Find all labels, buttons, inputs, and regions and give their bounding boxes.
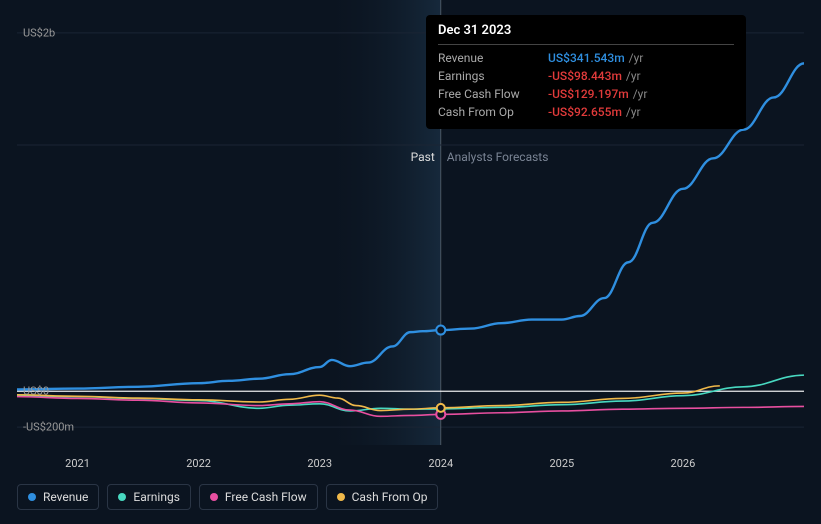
tooltip-row-value: -US$98.443m: [548, 69, 622, 83]
chart-legend: Revenue Earnings Free Cash Flow Cash From O…: [17, 484, 438, 510]
chart-tooltip: Dec 31 2023 RevenueUS$341.543m/yrEarning…: [426, 15, 746, 129]
tooltip-row-value: -US$129.197m: [548, 87, 629, 101]
marker-revenue: [436, 326, 445, 335]
legend-item-earnings[interactable]: Earnings: [107, 484, 191, 510]
tooltip-row-unit: /yr: [633, 87, 648, 101]
x-tick-label: 2021: [65, 457, 90, 470]
tooltip-date: Dec 31 2023: [438, 23, 734, 45]
legend-item-label: Free Cash Flow: [225, 490, 307, 504]
tooltip-row-label: Cash From Op: [438, 105, 548, 119]
forecast-label: Analysts Forecasts: [447, 150, 549, 164]
tooltip-row-label: Free Cash Flow: [438, 87, 548, 101]
legend-item-label: Earnings: [133, 490, 180, 504]
legend-item-label: Revenue: [43, 490, 88, 504]
tooltip-row: Cash From Op-US$92.655m/yr: [438, 103, 734, 121]
legend-item-revenue[interactable]: Revenue: [17, 484, 99, 510]
x-tick-label: 2022: [186, 457, 211, 470]
x-tick-label: 2023: [307, 457, 332, 470]
legend-dot-icon: [337, 493, 345, 501]
tooltip-row-value: US$341.543m: [548, 51, 625, 65]
y-tick-label: -US$200m: [23, 421, 74, 434]
x-tick-label: 2026: [671, 457, 696, 470]
past-label: Past: [411, 150, 435, 164]
marker-cfo: [437, 404, 445, 412]
legend-item-cfo[interactable]: Cash From Op: [326, 484, 439, 510]
tooltip-row-unit: /yr: [626, 69, 641, 83]
tooltip-row-value: -US$92.655m: [548, 105, 622, 119]
tooltip-row-label: Revenue: [438, 51, 548, 65]
legend-item-label: Cash From Op: [352, 490, 428, 504]
tooltip-row-label: Earnings: [438, 69, 548, 83]
x-tick-label: 2025: [549, 457, 574, 470]
tooltip-row: Earnings-US$98.443m/yr: [438, 67, 734, 85]
legend-item-fcf[interactable]: Free Cash Flow: [199, 484, 318, 510]
tooltip-row-unit: /yr: [629, 51, 644, 65]
legend-dot-icon: [28, 493, 36, 501]
y-tick-label: US$0: [23, 385, 49, 398]
tooltip-row: RevenueUS$341.543m/yr: [438, 49, 734, 67]
tooltip-row-unit: /yr: [626, 105, 641, 119]
legend-dot-icon: [118, 493, 126, 501]
tooltip-row: Free Cash Flow-US$129.197m/yr: [438, 85, 734, 103]
x-tick-label: 2024: [428, 457, 453, 470]
y-tick-label: US$2b: [23, 26, 55, 39]
legend-dot-icon: [210, 493, 218, 501]
